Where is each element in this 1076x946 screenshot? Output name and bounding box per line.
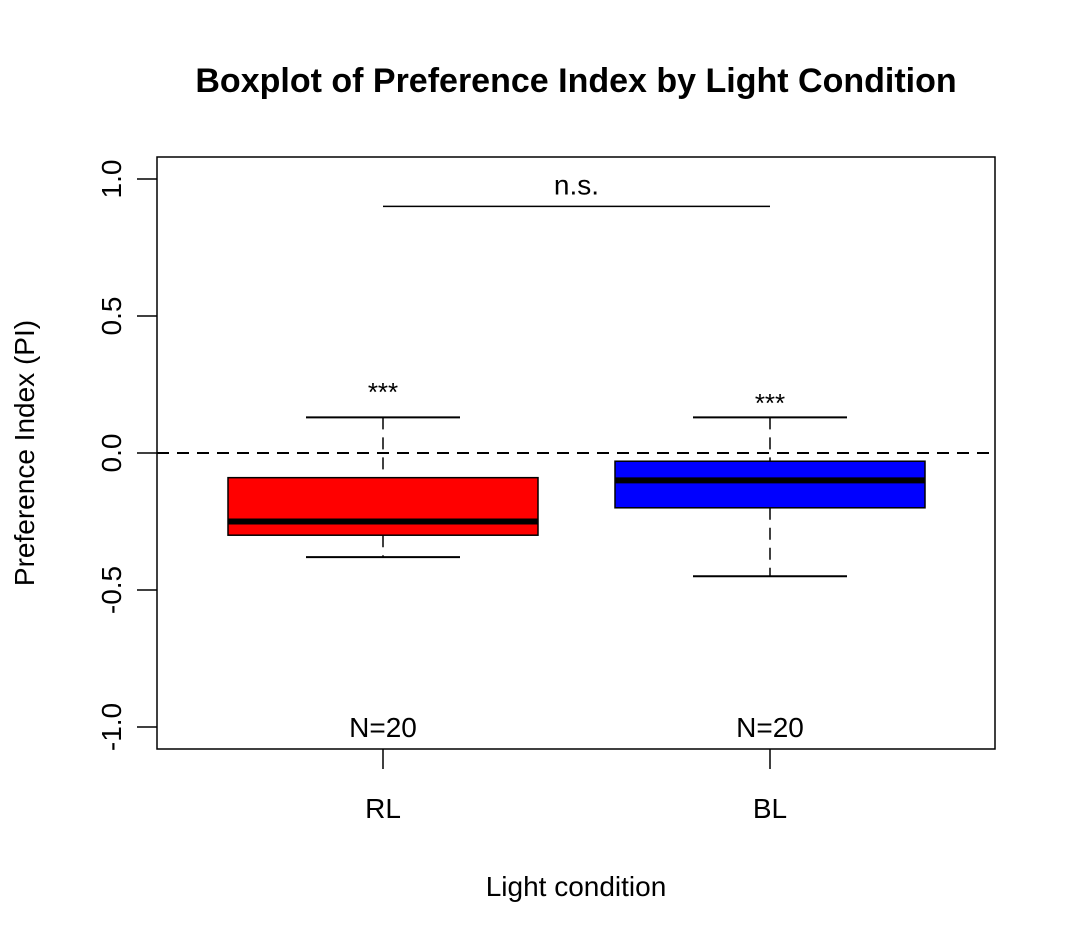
y-tick-label: 1.0 [96,160,127,199]
x-axis-label: Light condition [486,871,667,902]
comparison-label: n.s. [554,169,599,200]
y-tick-label: -0.5 [96,566,127,614]
y-tick-label: 0.0 [96,434,127,473]
significance-label: *** [368,377,398,407]
x-tick-label: BL [753,793,787,824]
n-label: N=20 [349,712,417,743]
y-axis-label: Preference Index (PI) [9,320,40,586]
box-rl [227,476,539,536]
y-tick-label: -1.0 [96,703,127,751]
chart-title: Boxplot of Preference Index by Light Con… [195,62,956,100]
x-tick-label: RL [365,793,401,824]
y-tick-label: 0.5 [96,297,127,336]
box-bl [614,460,926,509]
n-label: N=20 [736,712,804,743]
significance-label: *** [755,388,785,418]
